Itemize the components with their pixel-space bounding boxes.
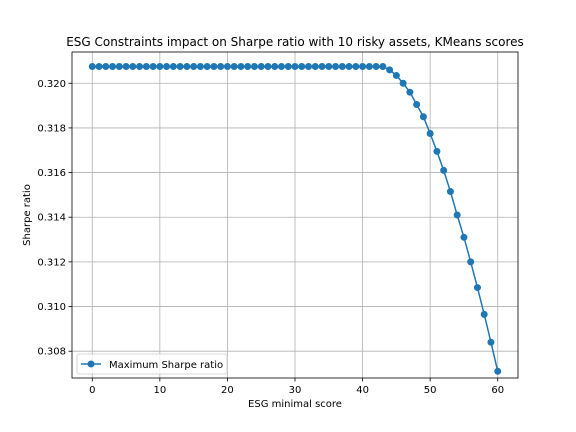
data-point <box>399 79 407 87</box>
data-point <box>305 63 313 71</box>
data-point <box>237 63 245 71</box>
data-point <box>298 63 306 71</box>
data-point <box>136 63 144 71</box>
data-point <box>169 63 177 71</box>
data-point <box>163 63 171 71</box>
data-point <box>156 63 164 71</box>
data-point <box>460 233 468 241</box>
data-point <box>467 258 475 266</box>
data-point <box>284 63 292 71</box>
data-point <box>95 63 103 71</box>
data-point <box>318 63 326 71</box>
y-tick-label: 0.308 <box>37 347 66 358</box>
data-point <box>494 367 502 375</box>
x-tick-label: 10 <box>153 385 166 396</box>
data-point <box>183 63 191 71</box>
legend-label: Maximum Sharpe ratio <box>109 360 223 371</box>
y-tick-label: 0.318 <box>37 123 66 134</box>
data-point <box>372 63 380 71</box>
data-point <box>446 188 454 196</box>
data-point <box>413 100 421 108</box>
data-point <box>406 88 414 96</box>
data-point <box>109 63 117 71</box>
y-tick-label: 0.316 <box>37 168 66 179</box>
data-point <box>102 63 110 71</box>
data-point <box>440 166 448 174</box>
data-point <box>176 63 184 71</box>
data-point <box>277 63 285 71</box>
data-point <box>257 63 265 71</box>
data-point <box>332 63 340 71</box>
legend-point-marker <box>87 360 95 368</box>
x-tick-label: 40 <box>356 385 369 396</box>
data-point <box>453 211 461 219</box>
data-point <box>149 63 157 71</box>
legend-box <box>76 353 228 375</box>
data-point <box>115 63 123 71</box>
data-point <box>291 63 299 71</box>
y-tick-label: 0.312 <box>37 257 66 268</box>
data-point <box>210 63 218 71</box>
data-point <box>433 147 441 155</box>
x-tick-label: 50 <box>424 385 437 396</box>
data-point <box>473 284 481 292</box>
axis-ticks: 0 10 20 30 40 50 60 0.308 0.310 0.312 0.314 0.316 0.… <box>37 79 504 396</box>
data-point <box>426 130 434 137</box>
y-tick-label: 0.314 <box>37 213 66 224</box>
data-point <box>129 63 137 71</box>
y-tick-label: 0.310 <box>37 302 66 313</box>
x-tick-label: 60 <box>491 385 504 396</box>
x-tick-label: 30 <box>289 385 302 396</box>
data-point <box>230 63 238 71</box>
data-point <box>142 63 150 71</box>
data-point <box>311 63 319 71</box>
data-point <box>379 63 387 71</box>
data-point <box>190 63 198 71</box>
x-tick-label: 0 <box>89 385 95 396</box>
data-point <box>352 63 360 71</box>
legend: Maximum Sharpe ratio <box>76 353 228 375</box>
y-tick-label: 0.320 <box>37 79 66 90</box>
grid-lines <box>72 52 518 378</box>
x-axis-label: ESG minimal score <box>248 399 342 410</box>
data-point <box>203 63 211 71</box>
data-point <box>244 63 252 71</box>
data-point <box>196 63 204 71</box>
data-point <box>264 63 272 71</box>
data-point <box>480 310 488 318</box>
data-point <box>392 71 400 79</box>
data-point <box>345 63 353 71</box>
chart-title: ESG Constraints impact on Sharpe ratio w… <box>66 35 524 49</box>
data-point <box>338 63 346 71</box>
data-point <box>271 63 279 71</box>
data-point <box>217 63 225 71</box>
series-group <box>88 63 502 375</box>
x-tick-label: 20 <box>221 385 234 396</box>
data-point <box>122 63 130 71</box>
data-point <box>223 63 231 71</box>
data-point <box>487 338 495 346</box>
data-point <box>250 63 258 71</box>
y-axis-label: Sharpe ratio <box>22 184 33 246</box>
data-point <box>359 63 367 71</box>
data-point <box>386 66 394 74</box>
data-point <box>325 63 333 71</box>
data-point <box>365 63 373 71</box>
data-point <box>419 113 427 121</box>
data-point <box>88 63 96 71</box>
